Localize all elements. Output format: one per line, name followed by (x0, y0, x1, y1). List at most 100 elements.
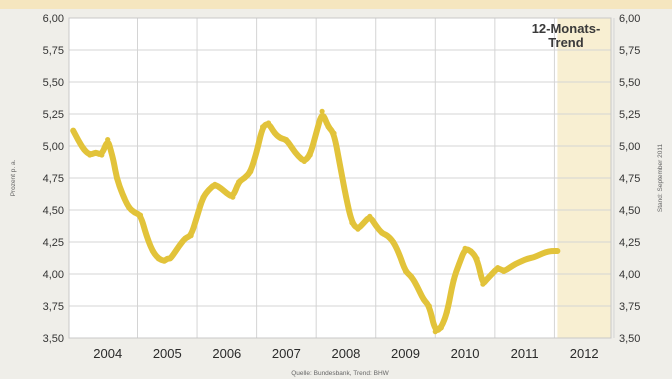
data-point (295, 153, 301, 159)
y-tick-label-right: 6,00 (619, 13, 640, 25)
data-point (367, 213, 373, 219)
data-point (444, 309, 450, 315)
data-point (450, 277, 456, 283)
data-point (373, 222, 379, 228)
data-point (271, 130, 278, 136)
y-tick-label-right: 3,50 (619, 333, 640, 345)
top-strip (0, 0, 672, 9)
data-point (70, 128, 76, 134)
data-point (468, 248, 474, 254)
data-point (155, 256, 161, 262)
y-axis-label: Prozent p. a. (10, 159, 17, 196)
x-axis-ticks: 2004 2005 2006 2007 2008 2009 2010 2011 2012 (93, 346, 598, 361)
data-point (536, 252, 543, 258)
data-point (349, 220, 355, 226)
data-point (224, 190, 230, 196)
data-point (456, 261, 462, 267)
data-point (283, 137, 289, 143)
y-tick-label-right: 4,75 (619, 173, 640, 185)
data-point (143, 233, 149, 239)
y-tick-label-right: 4,00 (619, 269, 640, 281)
data-point (495, 265, 501, 271)
data-point (513, 261, 519, 267)
x-tick-label: 2010 (451, 346, 480, 361)
data-point (483, 277, 489, 283)
data-point (260, 124, 266, 130)
y-tick-label-left: 5,50 (43, 77, 64, 89)
data-point (114, 175, 120, 181)
data-point (337, 162, 343, 168)
data-point (212, 181, 218, 187)
data-point (385, 233, 391, 239)
trend-label-line2: Trend (548, 35, 583, 50)
y-tick-label-left: 3,75 (43, 301, 64, 313)
data-point (408, 274, 415, 280)
data-point (105, 137, 111, 143)
data-point (182, 235, 188, 241)
data-point (137, 212, 144, 218)
data-point (218, 185, 224, 191)
y-tick-label-left: 4,75 (43, 173, 64, 185)
trend-label-line1: 12-Monats- (532, 21, 601, 36)
data-point (379, 230, 385, 236)
data-point (167, 256, 173, 262)
data-point (525, 256, 531, 262)
y-tick-label-left: 4,50 (43, 205, 64, 217)
data-point (480, 281, 486, 287)
x-tick-label: 2012 (570, 346, 599, 361)
data-point (325, 124, 331, 130)
data-point (289, 146, 295, 152)
data-point (149, 248, 155, 254)
y-tick-label-left: 4,25 (43, 237, 64, 249)
y-axis-right-ticks: 6,00 5,75 5,50 5,25 5,00 4,75 4,50 4,25 4,00 3,75… (619, 13, 640, 345)
right-axis-label: Stand: September 2011 (657, 144, 664, 213)
data-point (254, 149, 260, 155)
data-point (397, 252, 403, 258)
y-tick-label-right: 5,75 (619, 45, 640, 57)
grid-lines (68, 17, 615, 339)
x-tick-label: 2009 (391, 346, 420, 361)
y-tick-label-right: 5,50 (619, 77, 640, 89)
data-point (99, 152, 105, 158)
y-tick-label-left: 6,00 (43, 13, 64, 25)
y-tick-label-left: 3,50 (43, 333, 64, 345)
y-tick-label-right: 4,50 (619, 205, 640, 217)
data-point (230, 194, 236, 200)
data-point (188, 233, 194, 239)
data-point (554, 248, 561, 254)
data-point (489, 271, 495, 277)
x-tick-label: 2008 (331, 346, 360, 361)
x-tick-label: 2007 (272, 346, 301, 361)
data-point (313, 130, 319, 136)
data-point (248, 169, 254, 175)
y-tick-label-right: 5,25 (619, 109, 640, 121)
data-point (111, 158, 117, 164)
series-line (70, 108, 561, 335)
data-point (426, 303, 432, 309)
y-tick-label-left: 5,75 (43, 45, 64, 57)
x-tick-label: 2011 (511, 346, 539, 361)
data-point (507, 265, 513, 271)
data-point (126, 204, 132, 210)
data-point (301, 158, 307, 164)
source-note: Quelle: Bundesbank, Trend: BHW (291, 370, 389, 377)
data-point (319, 108, 325, 114)
data-point (343, 194, 349, 200)
x-tick-label: 2004 (93, 346, 122, 361)
y-tick-label-right: 5,00 (619, 141, 640, 153)
data-point (307, 152, 313, 158)
data-point (542, 249, 549, 255)
data-point (432, 329, 438, 335)
plot-border (68, 17, 612, 339)
data-point (200, 194, 206, 200)
data-point (474, 256, 480, 262)
data-point (236, 179, 242, 185)
y-tick-label-left: 5,00 (43, 141, 64, 153)
data-point (331, 130, 337, 136)
data-point (176, 243, 182, 249)
x-tick-label: 2006 (212, 346, 241, 361)
data-point (206, 186, 212, 193)
x-tick-label: 2005 (153, 346, 182, 361)
data-point (501, 268, 507, 274)
